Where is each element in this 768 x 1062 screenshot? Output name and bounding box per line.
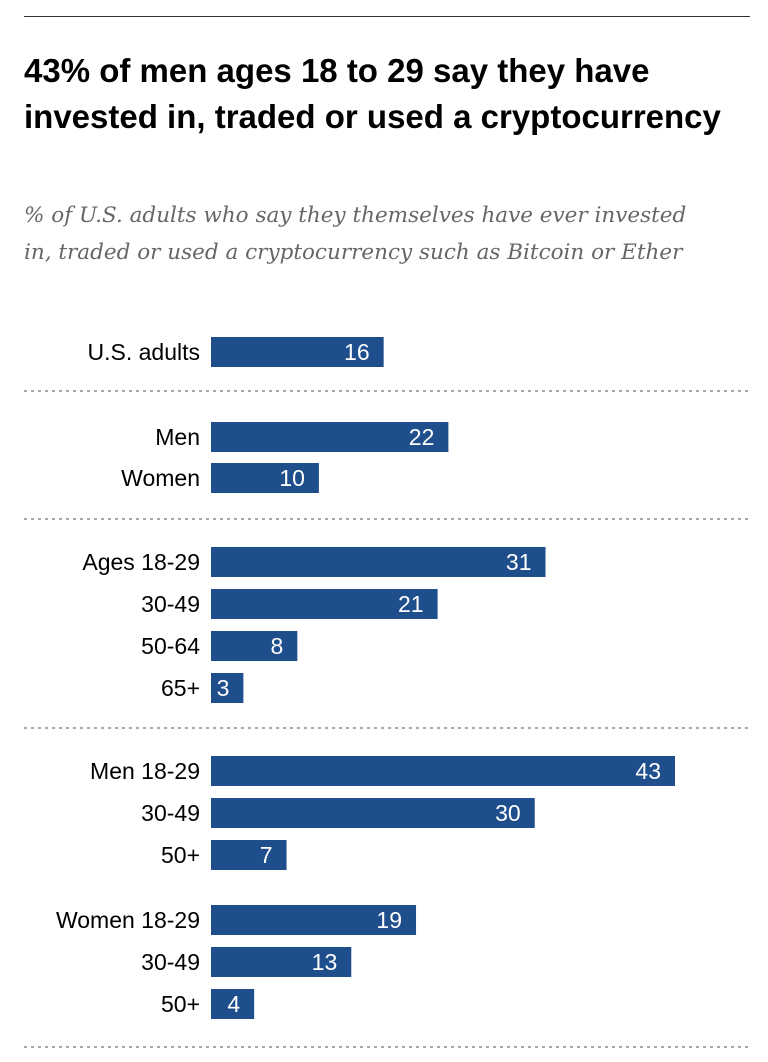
value-label-u-s-adults-1: 16	[344, 339, 370, 365]
category-label-30-49-12: 30-49	[141, 949, 200, 975]
bar-65-7	[211, 673, 244, 703]
chart-subtitle: % of U.S. adults who say they themselves…	[24, 203, 687, 265]
value-label-men-2: 22	[409, 424, 435, 450]
bar-30-49-5	[211, 589, 438, 619]
value-label-30-49-5: 21	[398, 591, 424, 617]
bar-u-s-adults-1	[211, 337, 384, 367]
value-label-men-18-29-8: 43	[635, 758, 661, 784]
value-label-30-49-9: 30	[495, 800, 521, 826]
value-label-women-3: 10	[279, 465, 305, 491]
bar-ages-18-29-4	[211, 547, 546, 577]
value-label-30-49-12: 13	[312, 949, 338, 975]
top-rule	[24, 16, 750, 17]
bar-50-64-6	[211, 631, 298, 661]
category-label-women-3: Women	[121, 465, 200, 491]
category-label-men-2: Men	[155, 424, 200, 450]
category-label-50-64-6: 50-64	[141, 633, 200, 659]
value-label-50-10: 7	[260, 842, 273, 868]
value-label-women-18-29-11: 19	[376, 907, 402, 933]
category-label-50-10: 50+	[161, 842, 200, 868]
category-label-ages-18-29-4: Ages 18-29	[82, 549, 200, 575]
value-label-65-7: 3	[217, 675, 230, 701]
category-label-u-s-adults-1: U.S. adults	[88, 339, 201, 365]
chart-title: 43% of men ages 18 to 29 say they have i…	[24, 52, 721, 135]
value-label-50-13: 4	[227, 991, 240, 1017]
category-label-30-49-9: 30-49	[141, 800, 200, 826]
bar-men-2	[211, 422, 449, 452]
category-label-30-49-5: 30-49	[141, 591, 200, 617]
value-label-ages-18-29-4: 31	[506, 549, 532, 575]
bar-men-18-29-8	[211, 756, 675, 786]
category-label-men-18-29-8: Men 18-29	[90, 758, 200, 784]
bar-50-13	[211, 989, 255, 1019]
bar-30-49-12	[211, 947, 352, 977]
bar-50-10	[211, 840, 287, 870]
category-label-65-7: 65+	[161, 675, 200, 701]
bar-women-3	[211, 463, 319, 493]
category-label-50-13: 50+	[161, 991, 200, 1017]
bar-women-18-29-11	[211, 905, 417, 935]
category-label-women-18-29-11: Women 18-29	[56, 907, 200, 933]
bar-30-49-9	[211, 798, 535, 828]
value-label-50-64-6: 8	[271, 633, 284, 659]
